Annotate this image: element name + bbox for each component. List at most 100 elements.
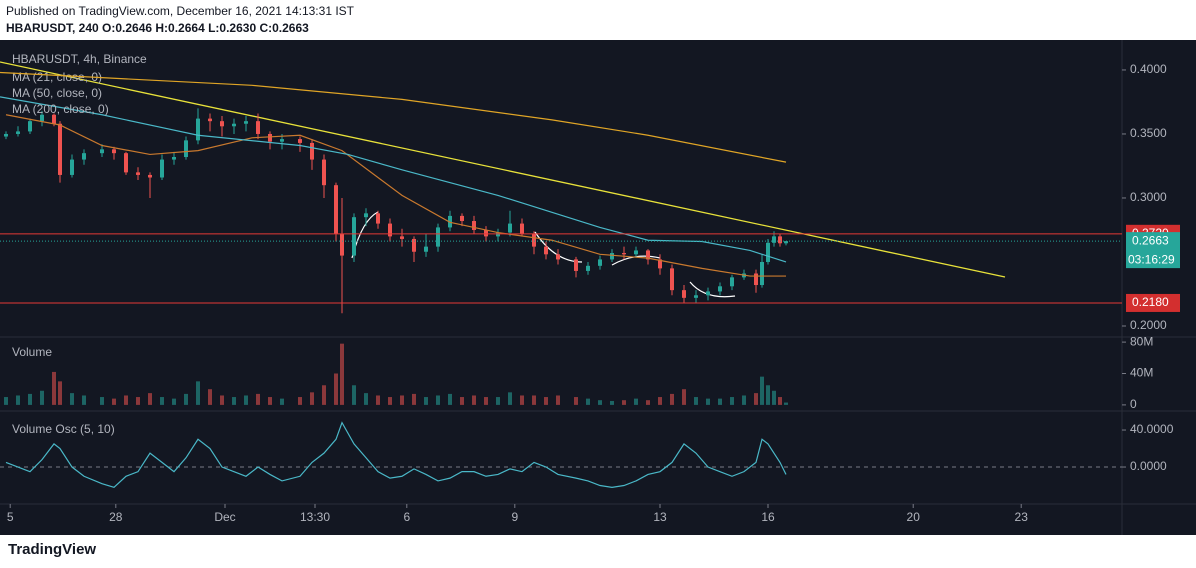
legend-entry: MA (50, close, 0)	[12, 86, 102, 100]
volume-bar	[754, 393, 758, 405]
volume-bar	[586, 398, 590, 405]
volume-bar	[220, 395, 224, 405]
candle-body	[520, 223, 524, 234]
volume-bar	[658, 397, 662, 405]
candle-body	[364, 213, 368, 218]
moving-average	[0, 71, 787, 163]
volume-bar	[610, 400, 614, 405]
symbol-line: HBARUSDT, 240 O:0.2646 H:0.2664 L:0.2630…	[6, 21, 309, 35]
volume-bar	[520, 395, 524, 405]
volume-bar	[298, 397, 302, 405]
volume-bar	[448, 393, 452, 405]
candle-body	[484, 229, 488, 237]
header-bg	[0, 0, 1196, 40]
volume-bar	[232, 397, 236, 405]
volume-bar	[28, 393, 32, 405]
volume-bar	[742, 395, 746, 405]
volume-bar	[730, 397, 734, 405]
candle-body	[280, 139, 284, 142]
volume-bar	[622, 400, 626, 405]
volume-bar	[340, 343, 344, 405]
candle-body	[784, 241, 788, 244]
published-text: Published on TradingView.com, December 1…	[6, 4, 355, 18]
candle-body	[610, 253, 614, 260]
volume-bar	[310, 392, 314, 405]
candle-body	[706, 291, 710, 296]
volume-bar	[40, 390, 44, 405]
volume-bar	[496, 397, 500, 405]
candle-body	[766, 242, 770, 262]
candle-body	[136, 172, 140, 175]
candle-body	[574, 259, 578, 271]
volume-bar	[16, 395, 20, 405]
volume-bar	[556, 395, 560, 405]
volume-bar	[634, 398, 638, 405]
volume-bar	[508, 392, 512, 405]
volume-bar	[772, 390, 776, 405]
volume-bar	[280, 398, 284, 405]
volume-bar	[412, 393, 416, 405]
y-tick-label: 0.3500	[1130, 126, 1167, 140]
volume-bar	[646, 400, 650, 405]
logo: TradingView	[8, 541, 96, 558]
pane-title: Volume Osc (5, 10)	[12, 422, 115, 436]
candle-body	[586, 265, 590, 271]
volume-bar	[778, 397, 782, 405]
candle-body	[334, 185, 338, 234]
x-tick-label: 6	[403, 510, 410, 524]
volume-bar	[544, 397, 548, 405]
moving-average	[5, 114, 786, 277]
candle-body	[772, 236, 776, 243]
volume-bar	[124, 395, 128, 405]
candle-body	[268, 133, 272, 142]
volume-bar	[160, 397, 164, 405]
candle-body	[718, 286, 722, 292]
legend-entry: MA (200, close, 0)	[12, 102, 109, 116]
level-label: 0.2180	[1132, 295, 1169, 309]
candle-body	[4, 133, 8, 137]
candle-body	[70, 159, 74, 175]
pane-title: HBARUSDT, 4h, Binance	[12, 52, 147, 66]
volume-bar	[4, 397, 8, 405]
candle-body	[298, 139, 302, 143]
candle-body	[634, 250, 638, 255]
volume-bar	[670, 393, 674, 405]
candle-body	[508, 223, 512, 233]
last-price-label: 0.2663	[1132, 233, 1169, 247]
volume-bar	[706, 398, 710, 405]
candle-body	[658, 259, 662, 269]
candle-body	[184, 140, 188, 158]
candle-body	[124, 153, 128, 173]
volume-bar	[400, 395, 404, 405]
candle-body	[544, 246, 548, 255]
candle-body	[208, 118, 212, 122]
candle-body	[388, 223, 392, 237]
y-tick-label: 0.3000	[1130, 190, 1167, 204]
footer-bg	[0, 535, 1196, 568]
volume-bar	[364, 393, 368, 405]
volume-bar	[436, 395, 440, 405]
candle-body	[40, 114, 44, 122]
volume-bar	[376, 395, 380, 405]
y-tick-label: 0.2000	[1130, 318, 1167, 332]
volume-bar	[574, 397, 578, 405]
x-tick-label: 9	[511, 510, 518, 524]
candle-body	[340, 233, 344, 256]
candle-body	[244, 121, 248, 124]
volume-bar	[256, 393, 260, 405]
volume-bar	[58, 381, 62, 405]
candle-body	[460, 215, 464, 222]
x-tick-label: 28	[109, 510, 123, 524]
candle-body	[598, 259, 602, 266]
x-tick-label: 5	[7, 510, 14, 524]
candle-body	[622, 253, 626, 255]
price-tag	[1126, 232, 1180, 269]
volume-bar	[352, 385, 356, 405]
x-tick-label: 13	[653, 510, 667, 524]
candle-body	[646, 250, 650, 260]
pane-title: Volume	[12, 345, 52, 359]
candle-body	[532, 233, 536, 247]
countdown: 03:16:29	[1128, 252, 1175, 266]
volume-bar	[484, 397, 488, 405]
